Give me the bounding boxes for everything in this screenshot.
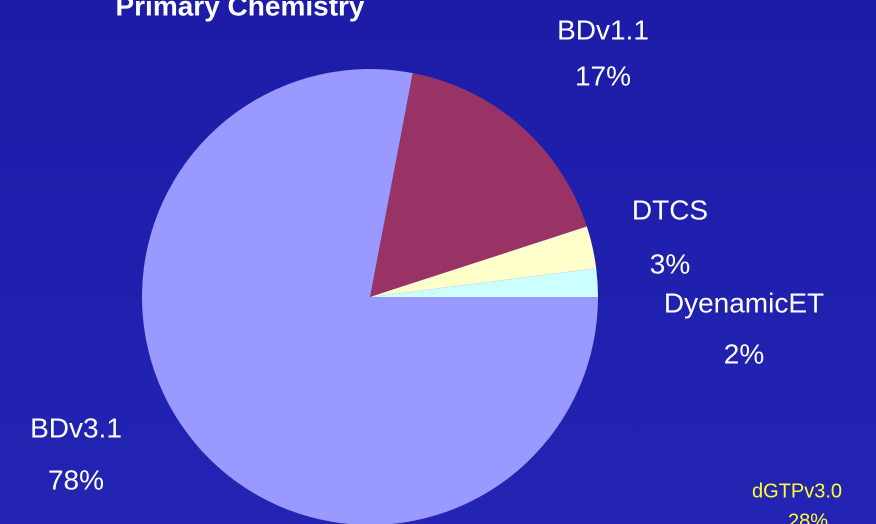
- pie-slice: [370, 226, 597, 297]
- slice-label: DyenamicET: [664, 287, 824, 318]
- pie-slice: [370, 73, 587, 297]
- other-label: dGTPv3.0: [752, 480, 842, 502]
- pie-slice: [370, 268, 598, 297]
- slice-value-label: 17%: [575, 60, 631, 91]
- slice-value-label: 78%: [48, 464, 104, 495]
- slice-value-label: 3%: [650, 248, 690, 279]
- slice-label: BDv1.1: [557, 14, 649, 45]
- slice-label: DTCS: [632, 194, 708, 225]
- slice-value-label: 2%: [724, 338, 764, 369]
- pie-slice: [142, 69, 598, 524]
- other-label: 28%: [788, 510, 828, 524]
- slice-label: BDv3.1: [30, 412, 122, 443]
- chart-title: Primary Chemistry: [115, 0, 364, 21]
